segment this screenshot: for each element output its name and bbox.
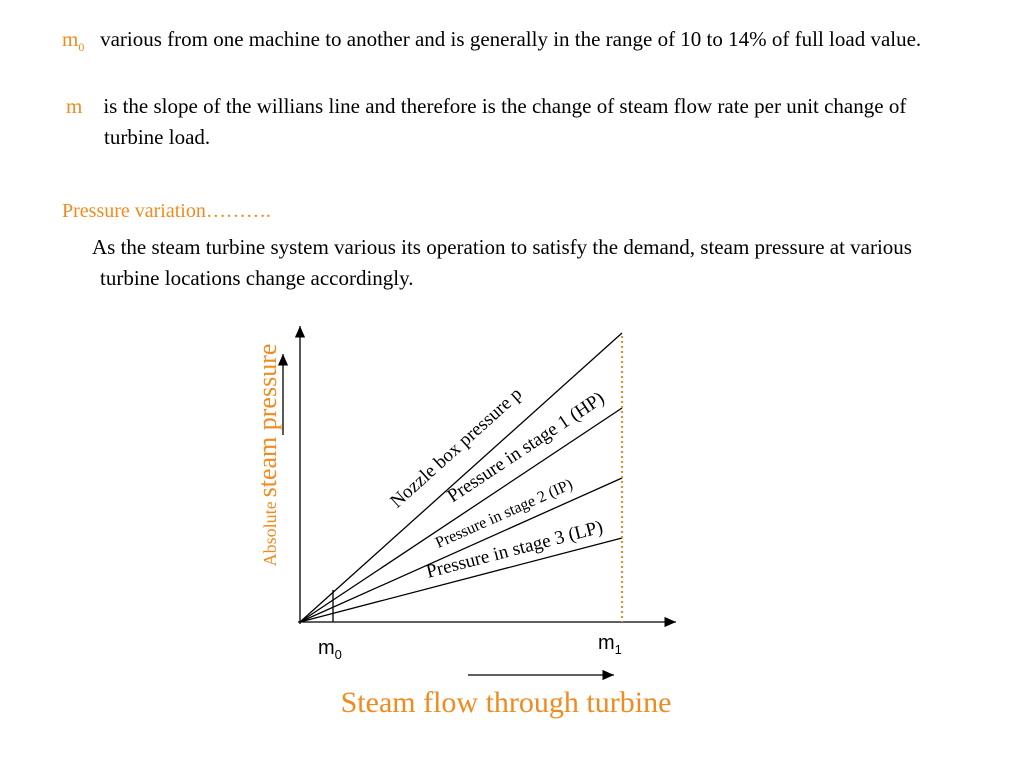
paragraph: m is the slope of the willians line and …	[66, 91, 960, 153]
symbol: m	[66, 94, 83, 118]
x-label: Steam flow through turbine	[341, 686, 672, 719]
heading: Pressure variation……….	[62, 200, 271, 222]
symbol: m	[62, 27, 79, 51]
body-text: As the steam turbine system various its …	[62, 232, 960, 294]
x-mark: m0	[318, 637, 342, 662]
line-ip	[299, 477, 623, 623]
subscript: 0	[78, 40, 85, 55]
y-label-main: steam pressure	[253, 344, 282, 498]
line-lp	[299, 537, 623, 623]
paragraph-text: is the slope of the willians line and th…	[103, 94, 907, 149]
symbol: m	[318, 637, 335, 659]
y-label: Absolute steam pressure	[253, 344, 282, 567]
paragraph-text: As the steam turbine system various its …	[92, 235, 912, 290]
subscript: 1	[615, 642, 622, 657]
paragraph: m0 various from one machine to another a…	[62, 24, 960, 63]
line-nozzle	[299, 332, 623, 623]
x-mark: m1	[598, 632, 622, 657]
y-label-small: Absolute	[260, 501, 280, 566]
symbol: m	[598, 632, 615, 654]
paragraph-text: various from one machine to another and …	[100, 27, 922, 51]
line-hp	[299, 407, 623, 623]
subscript: 0	[335, 647, 342, 662]
